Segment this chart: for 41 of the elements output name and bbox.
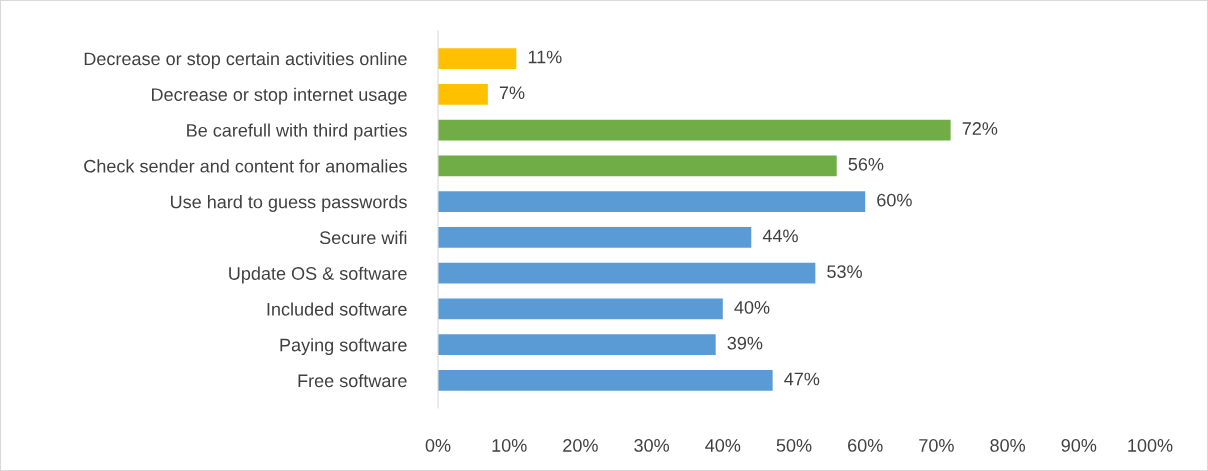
x-tick-label: 10%	[492, 439, 527, 452]
bar	[438, 334, 716, 356]
y-tick-label: Check sender and content for anomalies	[84, 159, 407, 173]
data-label: 7%	[499, 86, 525, 100]
bar	[438, 83, 488, 105]
data-label: 44%	[762, 229, 798, 243]
bar	[438, 119, 951, 141]
y-tick-label: Decrease or stop certain activities online	[84, 51, 407, 69]
x-tick-label: 20%	[563, 439, 598, 452]
y-tick-label: Update OS & software	[229, 266, 407, 284]
x-tick-label: 30%	[634, 439, 670, 452]
x-tick-label: 60%	[848, 439, 883, 452]
x-tick-label: 40%	[705, 439, 741, 452]
bar	[438, 48, 517, 69]
bar	[438, 191, 866, 212]
data-label: 40%	[734, 301, 770, 314]
y-tick-label: Included software	[267, 302, 407, 316]
x-tick-label: 90%	[1061, 439, 1097, 452]
bar	[438, 298, 723, 320]
x-tick-label: 100%	[1128, 439, 1173, 452]
bar	[438, 370, 773, 391]
x-tick-label: 80%	[990, 439, 1026, 452]
data-label: 39%	[727, 336, 763, 350]
data-label: 72%	[962, 122, 998, 135]
data-label: 53%	[827, 265, 862, 279]
x-tick-label: 70%	[919, 439, 954, 452]
bar	[438, 262, 816, 284]
y-tick-label: Paying software	[280, 338, 407, 355]
data-label: 11%	[528, 50, 562, 64]
bar	[438, 155, 837, 177]
x-tick-label: 0%	[425, 439, 451, 452]
y-tick-label: Free software	[298, 373, 407, 388]
y-tick-label: Use hard to guess passwords	[171, 195, 407, 212]
x-tick-label: 50%	[776, 439, 812, 452]
data-label: 60%	[877, 193, 912, 207]
data-label: 47%	[784, 372, 820, 386]
y-tick-label: Be carefull with third parties	[187, 123, 407, 141]
y-tick-label: Decrease or stop internet usage	[152, 87, 407, 105]
y-tick-label: Secure wifi	[319, 230, 407, 245]
data-label: 56%	[848, 157, 884, 171]
bar	[438, 227, 752, 248]
